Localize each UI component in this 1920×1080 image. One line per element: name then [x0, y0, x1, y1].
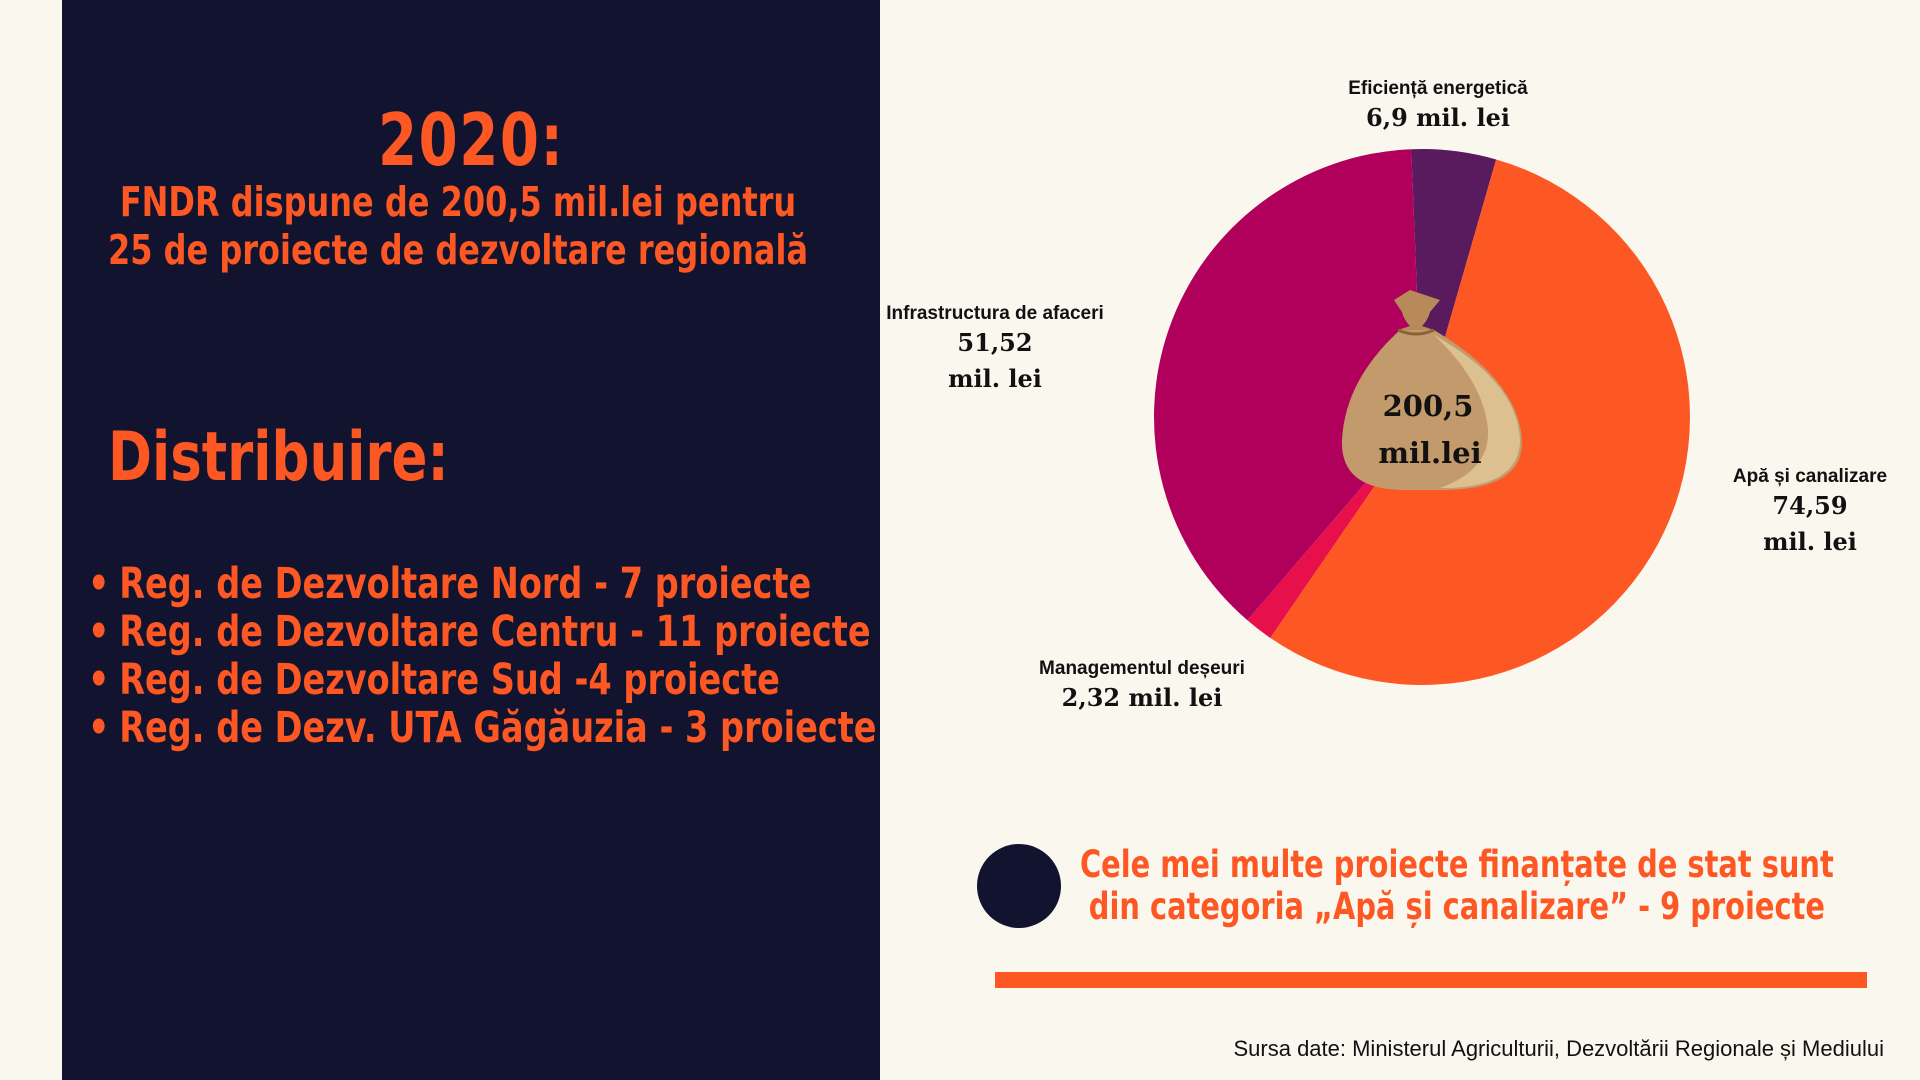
region-item-sud: Reg. de Dezvoltare Sud -4 proiecte — [88, 656, 877, 704]
accent-bar — [995, 972, 1867, 988]
region-item-gagauzia: Reg. de Dezv. UTA Găgăuzia - 3 proiecte — [88, 704, 877, 752]
note-line-2: din categoria „Apă și canalizare” - 9 pr… — [1088, 885, 1825, 928]
note-dot — [977, 844, 1061, 928]
region-item-nord: Reg. de Dezvoltare Nord - 7 proiecte — [88, 560, 877, 608]
label-eficienta: Eficiență energetică 6,9 mil. lei — [1348, 78, 1528, 132]
note-line-1: Cele mei multe proiecte finanțate de sta… — [1080, 843, 1834, 886]
subtitle: FNDR dispune de 200,5 mil.lei pentru 25 … — [108, 178, 808, 274]
region-list: Reg. de Dezvoltare Nord - 7 proiecte Reg… — [88, 560, 877, 752]
region-item-centru: Reg. de Dezvoltare Centru - 11 proiecte — [88, 608, 877, 656]
label-deseuri: Managementul deșeuri 2,32 mil. lei — [1039, 658, 1245, 712]
note: Cele mei multe proiecte finanțate de sta… — [1080, 844, 1834, 928]
subtitle-line-2: 25 de proiecte de dezvoltare regională — [108, 226, 809, 274]
left-panel — [62, 0, 880, 1080]
label-apa: Apă și canalizare 74,59 mil. lei — [1732, 466, 1888, 556]
center-label-line-2: mil.lei — [1378, 436, 1481, 470]
source-text: Sursa date: Ministerul Agriculturii, Dez… — [1233, 1036, 1884, 1061]
year-title: 2020: — [378, 98, 565, 182]
label-infrastructura: Infrastructura de afaceri 51,52 mil. lei — [886, 303, 1104, 393]
distribution-title: Distribuire: — [108, 418, 449, 497]
center-label-line-1: 200,5 — [1383, 389, 1474, 423]
slice-infrastructura-afaceri — [1153, 149, 1422, 621]
money-bag-icon — [1341, 290, 1523, 490]
subtitle-line-1: FNDR dispune de 200,5 mil.lei pentru — [119, 178, 797, 226]
